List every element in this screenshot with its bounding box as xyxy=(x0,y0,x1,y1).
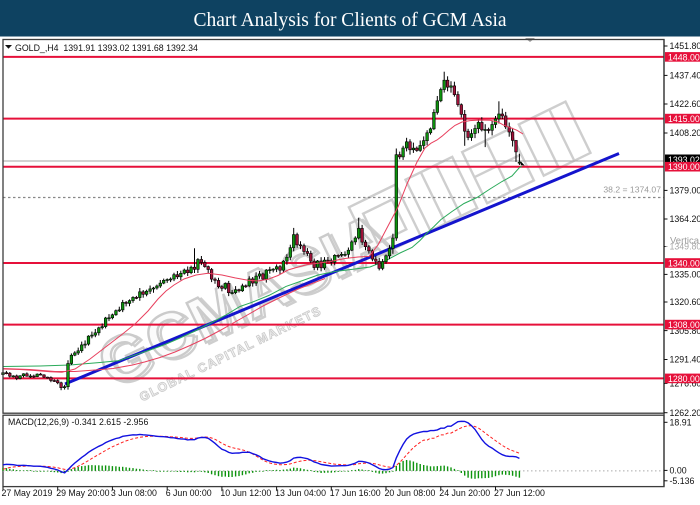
svg-text:1422.60: 1422.60 xyxy=(670,99,700,109)
svg-text:Chart Analysis for Clients of: Chart Analysis for Clients of GCM Asia xyxy=(193,10,506,31)
svg-text:1291.40: 1291.40 xyxy=(670,355,700,365)
svg-text:17 Jun 16:00: 17 Jun 16:00 xyxy=(330,488,381,498)
svg-text:6 Jun 00:00: 6 Jun 00:00 xyxy=(166,488,212,498)
svg-text:1280.00: 1280.00 xyxy=(668,374,700,384)
svg-text:GOLD_,H4 1391.91 1393.02 1391: GOLD_,H4 1391.91 1393.02 1391.68 1392.34 xyxy=(15,43,198,53)
svg-text:38.2 = 1374.07: 38.2 = 1374.07 xyxy=(603,185,661,195)
svg-text:27 May 2019: 27 May 2019 xyxy=(2,488,53,498)
svg-text:1390.00: 1390.00 xyxy=(668,162,700,172)
svg-text:1308.00: 1308.00 xyxy=(668,320,700,330)
svg-text:-5.136: -5.136 xyxy=(670,476,695,486)
svg-text:1448.00: 1448.00 xyxy=(668,52,700,62)
svg-text:1262.20: 1262.20 xyxy=(670,408,700,418)
svg-text:1437.40: 1437.40 xyxy=(670,71,700,81)
svg-text:3 Jun 08:00: 3 Jun 08:00 xyxy=(111,488,157,498)
svg-text:Vertica: Vertica xyxy=(670,236,700,247)
svg-text:MACD(12,26,9) -0.341 2.615 -2.: MACD(12,26,9) -0.341 2.615 -2.956 xyxy=(8,417,148,427)
svg-text:24 Jun 20:00: 24 Jun 20:00 xyxy=(439,488,490,498)
svg-text:1340.00: 1340.00 xyxy=(668,258,700,268)
svg-text:1415.00: 1415.00 xyxy=(668,114,700,124)
svg-text:13 Jun 04:00: 13 Jun 04:00 xyxy=(275,488,326,498)
svg-text:20 Jun 08:00: 20 Jun 08:00 xyxy=(385,488,436,498)
svg-text:1320.60: 1320.60 xyxy=(670,297,700,307)
svg-text:1364.20: 1364.20 xyxy=(670,214,700,224)
svg-text:0.00: 0.00 xyxy=(670,466,687,476)
svg-text:1335.00: 1335.00 xyxy=(670,270,700,280)
svg-text:10 Jun 12:00: 10 Jun 12:00 xyxy=(220,488,271,498)
svg-text:18.91: 18.91 xyxy=(670,418,692,428)
svg-text:29 May 20:00: 29 May 20:00 xyxy=(56,488,109,498)
svg-text:1379.00: 1379.00 xyxy=(670,186,700,196)
svg-text:1451.80: 1451.80 xyxy=(670,41,700,51)
svg-text:27 Jun 12:00: 27 Jun 12:00 xyxy=(494,488,545,498)
svg-text:1408.20: 1408.20 xyxy=(670,128,700,138)
